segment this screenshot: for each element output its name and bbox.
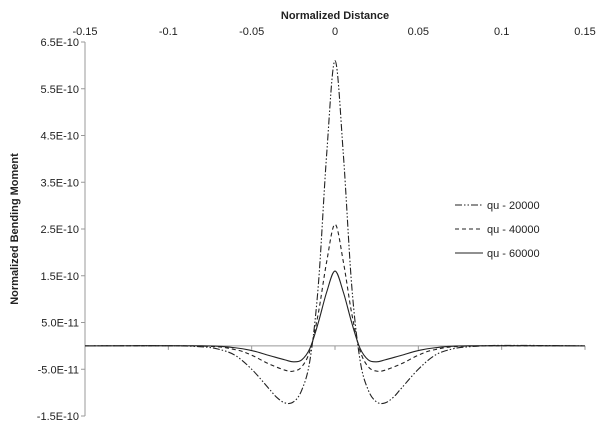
y-tick-label: -5.0E-11 [38, 364, 79, 376]
y-tick-label: 1.5E-10 [40, 271, 79, 283]
x-tick-label: -0.1 [159, 26, 178, 38]
y-tick-label: 5.0E-11 [41, 318, 79, 330]
legend-label: qu - 20000 [487, 200, 540, 212]
x-tick-label: -0.15 [72, 26, 97, 38]
y-tick-label: 3.5E-10 [40, 177, 79, 189]
series-line-2 [84, 223, 586, 372]
x-tick-label: 0 [332, 26, 338, 38]
x-tick-label: 0.1 [494, 26, 509, 38]
x-tick-label: 0.15 [574, 26, 595, 38]
series-line-3 [84, 270, 586, 363]
x-tick-label: -0.05 [239, 26, 264, 38]
y-axis-ticks: 6.5E-10 5.5E-10 4.5E-10 3.5E-10 2.5E-10 1.5E-… [37, 37, 85, 423]
y-tick-label: 4.5E-10 [40, 131, 79, 143]
series-line-1 [84, 60, 586, 405]
legend-label: qu - 60000 [487, 248, 540, 260]
legend: qu - 20000 qu - 40000 qu - 60000 [455, 200, 540, 260]
y-tick-label: 6.5E-10 [40, 37, 79, 49]
y-tick-label: 5.5E-10 [40, 84, 79, 96]
series-lines [84, 60, 586, 405]
x-tick-label: 0.05 [408, 26, 429, 38]
x-axis-ticks: -0.15 -0.1 -0.05 0 0.05 0.1 0.15 [72, 26, 596, 350]
x-axis-title: Normalized Distance [281, 10, 389, 22]
y-axis-title: Normalized Bending Moment [9, 153, 21, 305]
y-tick-label: -1.5E-10 [37, 411, 79, 423]
y-tick-label: 2.5E-10 [40, 224, 79, 236]
legend-label: qu - 40000 [487, 224, 540, 236]
